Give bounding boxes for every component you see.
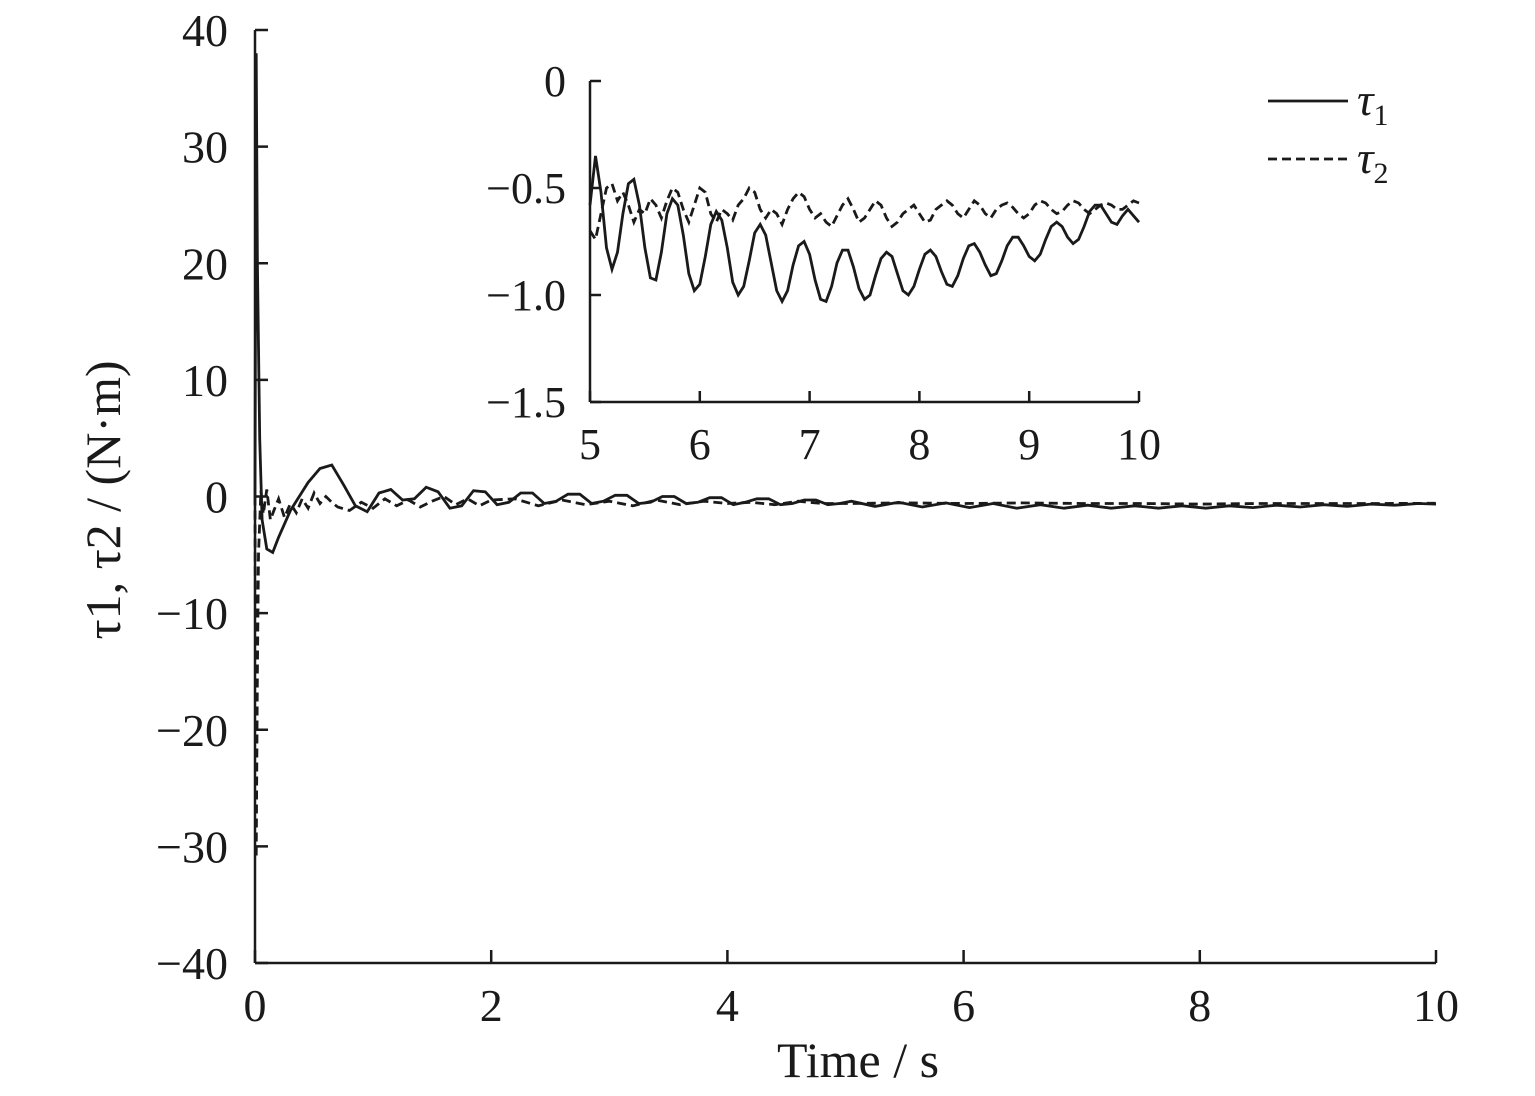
inset-y-tick-label: −1.5 [486, 378, 566, 427]
inset-x-tick-label: 9 [1018, 420, 1040, 469]
inset-x-tick-label: 10 [1117, 420, 1161, 469]
inset-y-tick-label: −1.0 [486, 271, 566, 320]
y-tick-label: −10 [156, 588, 228, 639]
series-line-1 [253, 53, 1437, 555]
y-tick-label: 40 [182, 5, 228, 56]
inset-y-tick-label: 0 [544, 57, 566, 106]
x-tick-label: 8 [1188, 980, 1211, 1031]
inset-x-tick-label: 5 [579, 420, 601, 469]
inset-series-line-1 [588, 155, 1141, 305]
x-tick-label: 4 [716, 980, 739, 1031]
inset-x-tick-label: 7 [799, 420, 821, 469]
x-tick-label: 10 [1413, 980, 1459, 1031]
inset-x-tick-label: 8 [908, 420, 930, 469]
legend-label-1: τ1 [1357, 74, 1388, 132]
y-tick-label: −20 [156, 705, 228, 756]
x-tick-label: 0 [244, 980, 267, 1031]
inset-plot: 5 6 7 8 9 10 0 −0.5 −1.0 −1.5 [486, 57, 1161, 469]
x-axis-label: Time / s [777, 1032, 939, 1088]
inset-x-tick-label: 6 [689, 420, 711, 469]
main-plot: 0 2 4 6 8 10 40 30 20 10 0 −10 −20 −30 −40 [156, 5, 1459, 1031]
x-tick-label: 2 [480, 980, 503, 1031]
inset-series-line-2 [588, 181, 1140, 244]
series-line-2 [253, 489, 1437, 859]
y-tick-label: 20 [182, 238, 228, 289]
y-tick-label: 30 [182, 122, 228, 173]
y-axis-label: τ1, τ2 / (N·m) [75, 360, 131, 639]
y-tick-label: −30 [156, 821, 228, 872]
inset-y-tick-label: −0.5 [486, 164, 566, 213]
y-tick-label: −40 [156, 938, 228, 989]
y-tick-label: 0 [205, 472, 228, 523]
x-tick-label: 6 [952, 980, 975, 1031]
legend-label-2: τ2 [1357, 132, 1388, 190]
y-tick-label: 10 [182, 355, 228, 406]
